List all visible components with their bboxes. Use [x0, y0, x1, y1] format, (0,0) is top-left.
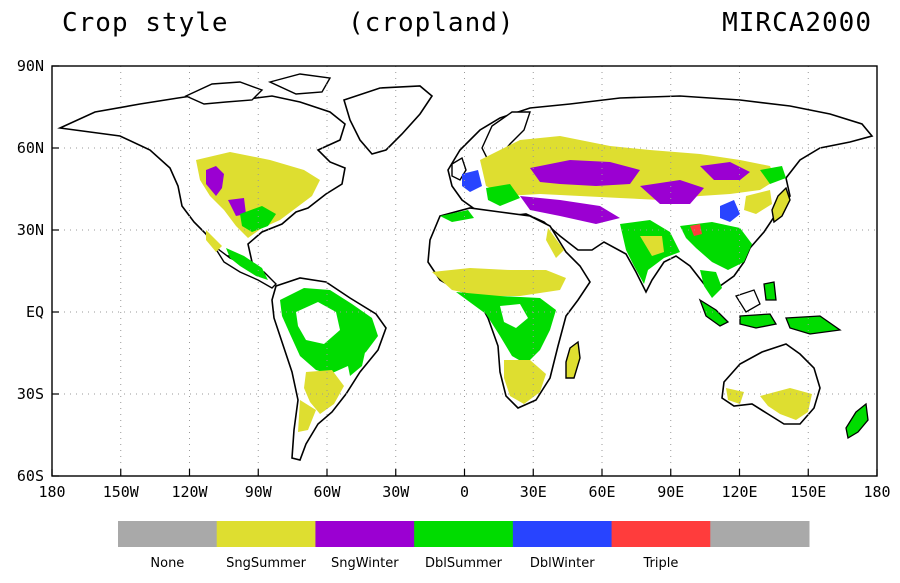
- legend-label: Triple: [642, 556, 678, 571]
- lat-tick-label: 30S: [17, 385, 44, 403]
- lon-tick-label: 0: [460, 483, 469, 501]
- lon-tick-label: 60W: [313, 483, 341, 501]
- landmass-greenland: [343, 85, 434, 155]
- map-title-left: Crop style: [62, 8, 229, 38]
- map-title-right: MIRCA2000: [722, 8, 872, 38]
- map-body: [57, 73, 874, 461]
- landmass-arctic-islands: [184, 73, 332, 105]
- landmass-japan: [771, 186, 791, 224]
- lat-tick-label: 60N: [17, 139, 44, 157]
- legend-swatch: [118, 521, 218, 547]
- lon-tick-label: 120E: [721, 483, 757, 501]
- legend-label: SngSummer: [226, 556, 307, 571]
- legend-label: SngWinter: [331, 556, 399, 571]
- lon-tick-label: 150E: [790, 483, 826, 501]
- lon-tick-label: 120W: [171, 483, 208, 501]
- cropland-eurasia: [462, 136, 786, 298]
- lon-tick-label: 30E: [520, 483, 547, 501]
- map-title-center: (cropland): [348, 8, 515, 38]
- lon-tick-label: 180: [863, 483, 890, 501]
- landmass-maritime-southeast-asia: [698, 281, 842, 335]
- legend-swatch: [611, 521, 711, 547]
- lat-tick-label: 30N: [17, 221, 44, 239]
- legend-label: DblWinter: [530, 556, 595, 571]
- axis-ticks: [51, 65, 878, 477]
- legend-swatch: [315, 521, 415, 547]
- legend-swatch: [216, 521, 316, 547]
- longitude-labels: 180 150W 120W 90W 60W 30W 0 30E 60E 90E 120E 150E 18…: [38, 483, 890, 501]
- landmass-new-zealand: [845, 402, 869, 440]
- lon-tick-label: 90E: [657, 483, 684, 501]
- cropland-australia: [726, 388, 812, 420]
- lat-tick-label: EQ: [26, 303, 44, 321]
- legend: None SngSummer SngWinter DblSummer DblWinter…: [118, 521, 810, 571]
- legend-label: DblSummer: [425, 556, 503, 571]
- legend-swatch: [414, 521, 514, 547]
- lon-tick-label: 30W: [382, 483, 410, 501]
- lat-tick-label: 60S: [17, 467, 44, 485]
- legend-swatch: [512, 521, 613, 547]
- latitude-labels: 90N 60N 30N EQ 30S 60S: [17, 57, 44, 485]
- graticule: [52, 66, 877, 476]
- lon-tick-label: 180: [38, 483, 65, 501]
- lon-tick-label: 150W: [103, 483, 140, 501]
- legend-swatch: [710, 521, 810, 547]
- legend-label: None: [150, 556, 184, 571]
- lat-tick-label: 90N: [17, 57, 44, 75]
- lon-tick-label: 60E: [588, 483, 615, 501]
- cropland-africa: [432, 210, 566, 404]
- lon-tick-label: 90W: [245, 483, 273, 501]
- cropland-south-america: [280, 288, 378, 432]
- landmass-madagascar: [565, 340, 581, 379]
- cropland-north-america: [196, 152, 320, 280]
